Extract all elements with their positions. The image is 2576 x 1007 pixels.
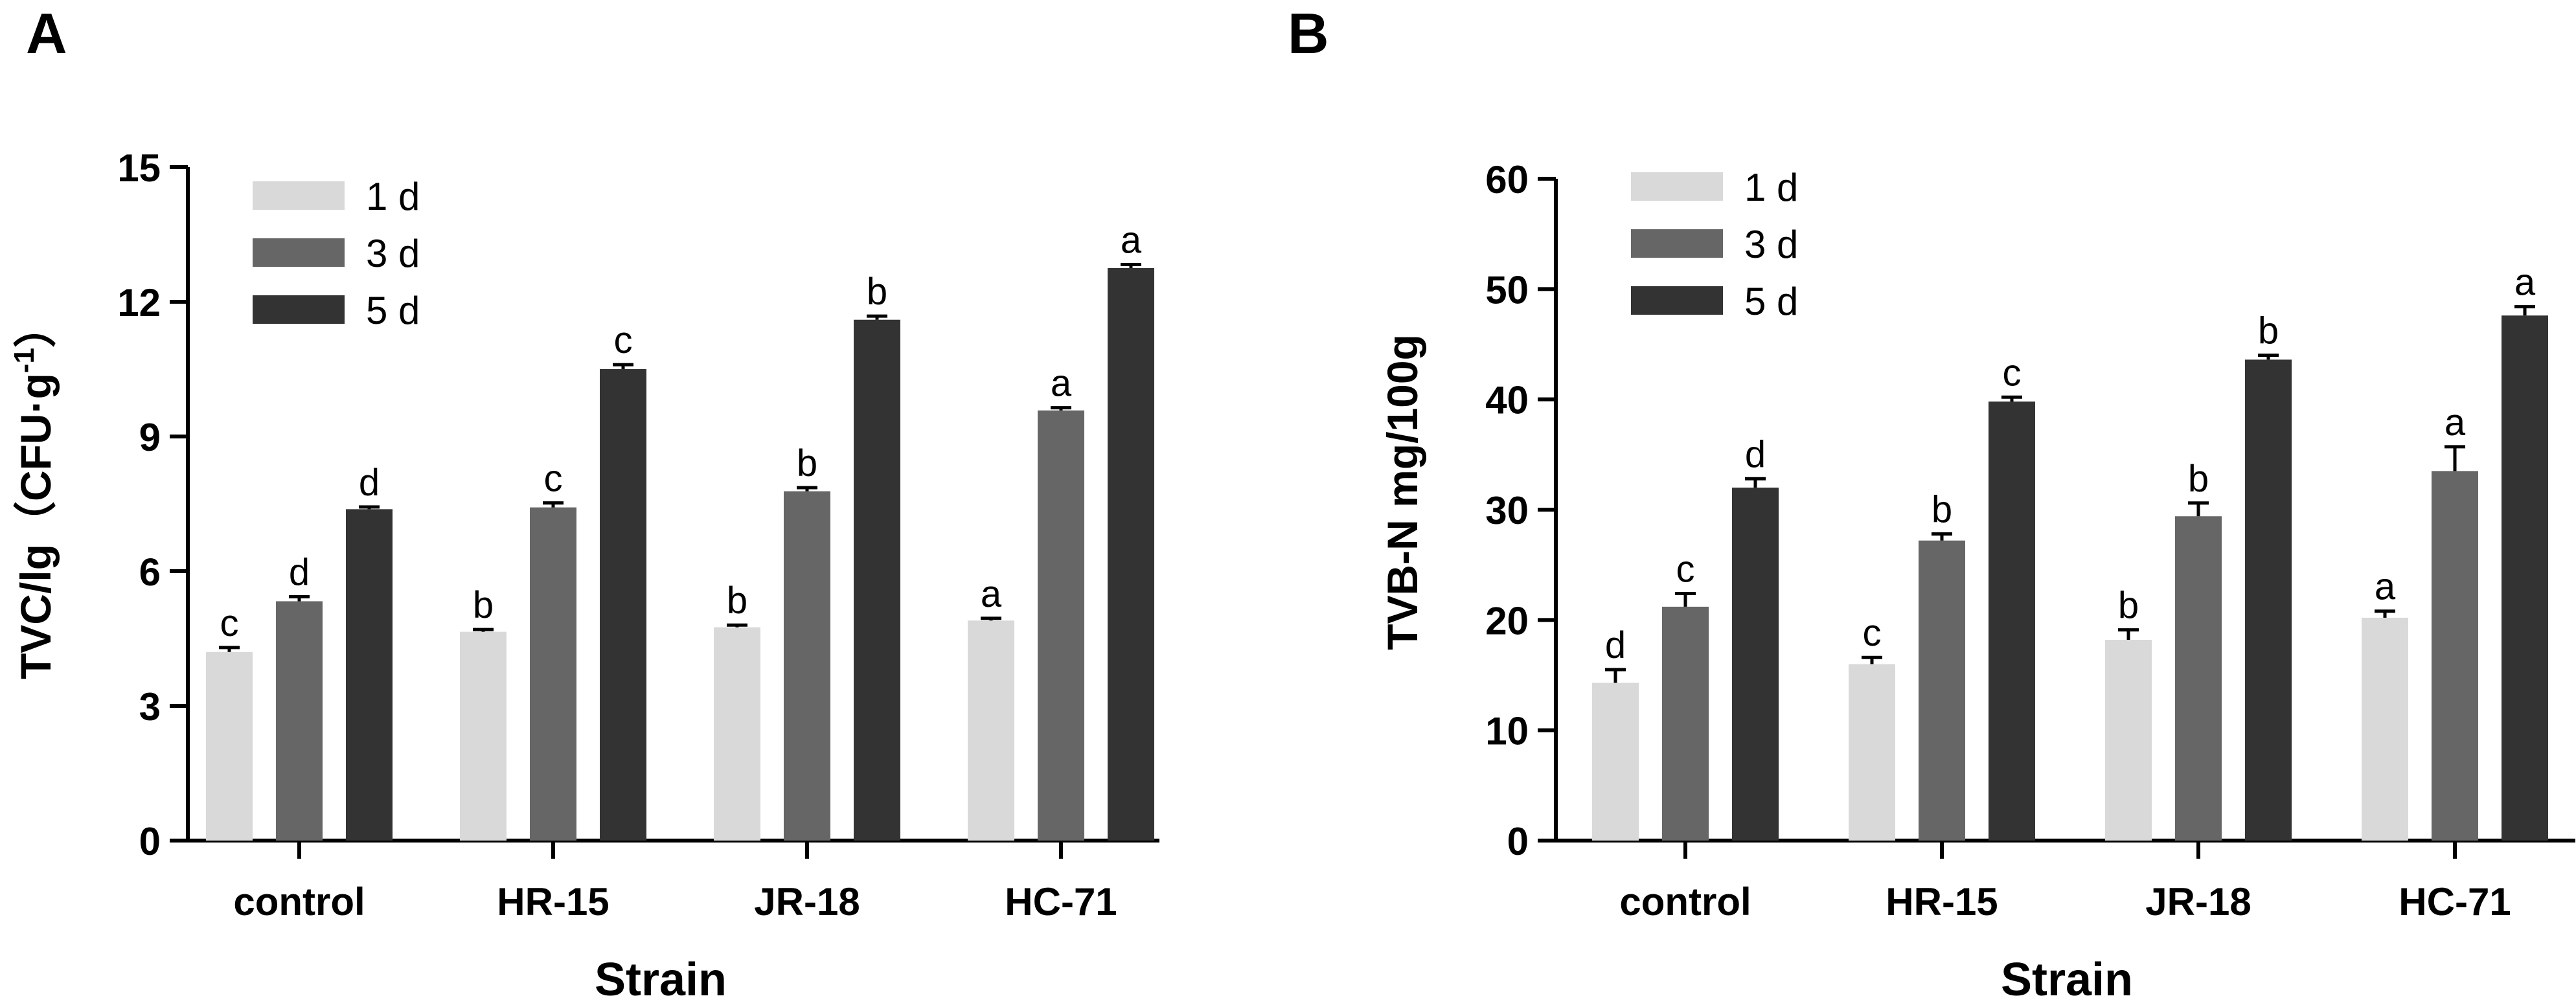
significance-label: d — [1605, 624, 1626, 666]
bar — [460, 631, 507, 841]
bar — [968, 620, 1014, 841]
y-tick-label: 40 — [1485, 379, 1529, 422]
x-tick-label: JR-18 — [2145, 880, 2251, 923]
y-tick-label: 10 — [1485, 710, 1529, 753]
bar — [1662, 606, 1709, 841]
significance-label: a — [2445, 402, 2466, 444]
significance-label: b — [867, 271, 887, 313]
significance-label: b — [473, 584, 494, 626]
significance-label: a — [981, 573, 1002, 615]
significance-label: a — [1051, 363, 1072, 405]
significance-label: c — [614, 319, 633, 361]
significance-label: c — [1863, 612, 1882, 654]
legend-swatch — [1631, 229, 1723, 258]
y-tick-label: 15 — [117, 146, 161, 190]
x-tick-label: HC-71 — [1005, 880, 1117, 923]
x-tick-label: HR-15 — [1886, 880, 1998, 923]
bar — [784, 491, 830, 841]
legend-label: 1 d — [366, 175, 420, 218]
y-tick-label: 6 — [139, 550, 161, 594]
bar — [1108, 268, 1154, 841]
significance-label: b — [727, 580, 747, 622]
bar — [1849, 664, 1895, 841]
legend-label: 3 d — [366, 232, 420, 275]
bar — [714, 627, 760, 841]
significance-label: c — [2003, 352, 2022, 394]
x-tick-label: HC-71 — [2399, 880, 2511, 923]
bar — [2502, 315, 2548, 841]
y-tick-label: 0 — [1507, 820, 1529, 863]
bar — [2175, 516, 2222, 841]
legend-label: 3 d — [1744, 223, 1798, 266]
y-tick-label: 9 — [139, 416, 161, 459]
legend-label: 5 d — [1744, 280, 1798, 323]
bar — [346, 509, 393, 841]
chart-a: 0 3 6 9 12 15 control c d d HR-15 b c c JR-18 b b b HC-71 a… — [8, 146, 1159, 1006]
x-tick-label: HR-15 — [497, 880, 609, 923]
panel-letter-a: A — [26, 1, 67, 65]
bar — [600, 369, 646, 841]
significance-label: d — [289, 552, 310, 594]
significance-label: a — [1121, 219, 1142, 261]
y-tick-label: 0 — [139, 820, 161, 863]
significance-label: a — [2514, 262, 2536, 304]
bar — [276, 601, 323, 841]
significance-label: b — [2118, 585, 2139, 627]
bar — [1592, 683, 1639, 841]
significance-label: c — [1676, 548, 1695, 590]
x-tick-label: control — [1619, 880, 1751, 923]
panel-a: A 0 3 6 9 12 15 control c d d HR-15 b c c JR-18 b b b HC-7… — [8, 1, 1159, 1006]
y-axis-title: TVB-N mg/100g — [1378, 334, 1426, 650]
significance-label: c — [220, 602, 239, 644]
legend-label: 5 d — [366, 289, 420, 332]
significance-label: d — [1745, 433, 1766, 475]
y-tick-label: 3 — [139, 685, 161, 729]
y-tick-label: 12 — [117, 281, 161, 324]
legend-swatch — [253, 181, 345, 210]
y-tick-label: 30 — [1485, 489, 1529, 532]
x-tick-label: control — [233, 880, 365, 923]
chart-b: 0 10 20 30 40 50 60 control d c d HR-15 c b c JR-18 b b b H… — [1378, 158, 2575, 1006]
x-axis-title: Strain — [2001, 954, 2133, 1006]
significance-label: b — [2258, 310, 2279, 352]
bar — [2432, 471, 2478, 841]
bar — [2245, 359, 2292, 841]
x-axis-title: Strain — [595, 954, 727, 1006]
significance-label: d — [359, 462, 380, 504]
legend-swatch — [1631, 172, 1723, 201]
bar — [530, 507, 576, 841]
legend-label: 1 d — [1744, 166, 1798, 209]
bar — [2105, 639, 2152, 841]
legend-swatch — [253, 295, 345, 324]
significance-label: a — [2375, 566, 2396, 608]
bar — [854, 319, 900, 841]
significance-label: b — [1932, 488, 1952, 530]
bar — [1919, 540, 1965, 841]
significance-label: b — [797, 442, 817, 484]
bar — [1038, 410, 1084, 841]
panel-b: B 0 10 20 30 40 50 60 control d c d HR-15 c b c JR-18 b b… — [1288, 0, 2575, 1007]
bar — [1989, 402, 2035, 841]
y-tick-label: 60 — [1485, 158, 1529, 201]
legend-swatch — [1631, 286, 1723, 315]
x-tick-label: JR-18 — [754, 880, 860, 923]
bar — [206, 651, 253, 841]
y-tick-label: 20 — [1485, 599, 1529, 642]
legend-swatch — [253, 238, 345, 267]
y-axis-title: TVC/lg（CFU·g-1） — [8, 305, 60, 679]
bar — [2362, 617, 2408, 841]
significance-label: c — [544, 458, 563, 500]
panel-letter-b: B — [1288, 1, 1329, 65]
bar — [1732, 487, 1779, 841]
y-tick-label: 50 — [1485, 268, 1529, 311]
significance-label: b — [2188, 458, 2209, 500]
